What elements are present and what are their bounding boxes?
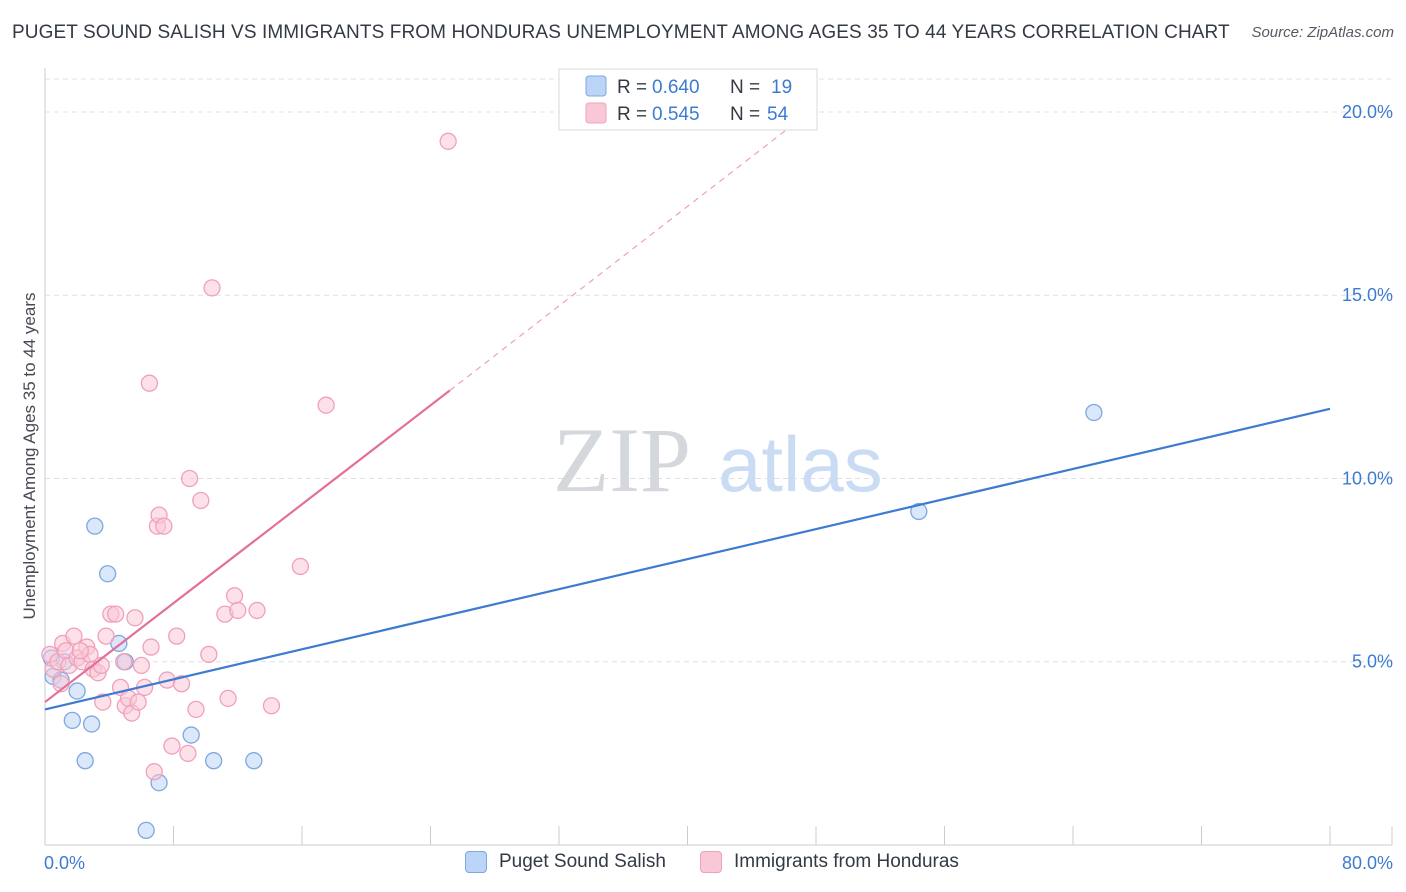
point-blue-12 [205,752,223,770]
correlation-legend: R = 0.640 N = 19 R = 0.545 N = 54 [558,68,818,131]
bottom-legend-item-puget[interactable]: Puget Sound Salish [465,851,666,873]
point-pink-25 [140,374,159,392]
series-immigrants-from-honduras [41,132,457,781]
watermark-atlas: atlas [718,420,883,508]
point-blue-11 [182,726,200,744]
legend-swatch-blue [585,75,607,97]
point-pink-26 [142,638,160,656]
chart-source: Source: ZipAtlas.com [1251,24,1394,41]
point-blue-5 [82,715,101,733]
legend-n-value-1: 19 [771,77,792,98]
legend-n-value-2: 54 [767,104,789,125]
point-pink-34 [172,675,191,693]
tick-labels: 5.0% 10.0% 15.0% 20.0% 0.0% 80.0% [44,102,1393,873]
trend-lines [44,127,1331,711]
watermark: ZIP atlas [553,409,883,511]
y-tick-label-20: 20.0% [1342,102,1393,122]
point-pink-53 [115,653,133,671]
gridlines [45,78,1392,663]
point-pink-47 [291,557,310,576]
axes [44,68,1393,846]
point-blue-13 [245,752,263,770]
point-blue-3 [68,682,86,700]
point-blue-15 [137,821,155,839]
point-pink-36 [180,469,199,488]
legend-r-label-1: R = [617,77,647,98]
point-pink-45 [248,601,266,620]
point-pink-48 [317,396,335,414]
point-blue-18 [1085,403,1103,422]
y-tick-label-5: 5.0% [1352,652,1393,672]
point-pink-35 [179,744,197,763]
point-blue-8 [98,565,117,583]
trend-pink-extension [449,127,790,392]
x-tick-label-0: 0.0% [44,853,85,873]
legend-n-label-2: N = [730,104,760,125]
point-pink-14 [97,627,115,645]
point-pink-33 [168,627,186,645]
y-tick-label-10: 10.0% [1342,468,1393,488]
point-pink-27 [145,763,163,781]
point-pink-40 [203,279,221,297]
legend-swatch-pink [585,102,607,124]
point-pink-16 [107,605,125,623]
point-pink-21 [126,609,144,627]
point-pink-39 [200,645,218,664]
legend-n-label-1: N = [730,77,760,98]
legend-swatch-honduras [700,851,722,873]
trend-blue [44,407,1331,711]
legend-r-value-2: 0.545 [652,104,700,125]
point-pink-30 [155,517,173,535]
legend-label-honduras: Immigrants from Honduras [734,851,959,872]
y-tick-label-15: 15.0% [1342,285,1393,305]
legend-r-value-1: 0.640 [652,77,700,98]
point-pink-38 [192,491,210,510]
trend-pink [44,389,451,703]
point-blue-4 [63,711,81,730]
point-pink-22 [129,693,147,711]
point-pink-51 [71,642,89,660]
bottom-legend-item-honduras[interactable]: Immigrants from Honduras [700,851,959,873]
point-pink-6 [65,627,83,645]
watermark-zip: ZIP [553,409,691,511]
point-pink-49 [439,132,457,150]
point-pink-32 [163,737,181,755]
point-pink-46 [262,697,281,715]
legend-label-puget: Puget Sound Salish [499,851,666,872]
x-tick-label-80: 80.0% [1342,853,1393,873]
point-pink-13 [94,693,112,711]
point-pink-43 [225,587,244,605]
point-pink-42 [219,689,237,708]
point-pink-37 [187,700,205,719]
point-blue-7 [86,517,104,535]
chart-title: PUGET SOUND SALISH VS IMMIGRANTS FROM HO… [12,22,1230,43]
legend-r-label-2: R = [617,104,647,125]
point-blue-6 [76,752,94,770]
point-pink-44 [229,601,247,620]
point-blue-17 [910,502,928,521]
legend-swatch-puget [465,851,487,873]
point-pink-23 [132,656,151,675]
